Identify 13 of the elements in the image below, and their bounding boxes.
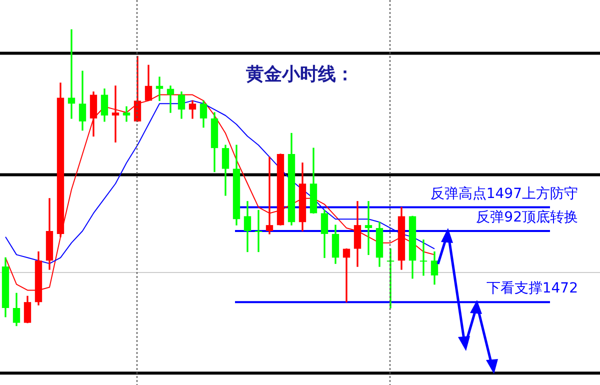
candlestick [420, 240, 428, 276]
ref-line-label: 反弹92顶底转换 [476, 210, 578, 226]
ref-line-label: 反弹高点1497上方防守 [430, 186, 578, 202]
candlestick [266, 156, 274, 234]
candlestick [342, 248, 350, 302]
candlestick [254, 210, 262, 252]
text: 黄金小时线： [245, 63, 355, 86]
candlestick [122, 106, 130, 122]
candlestick [364, 201, 372, 256]
candlestick [68, 29, 76, 119]
candlestick [166, 86, 174, 113]
candlestick [156, 76, 164, 102]
ref-line-label: 下看支撑1472 [486, 280, 578, 297]
